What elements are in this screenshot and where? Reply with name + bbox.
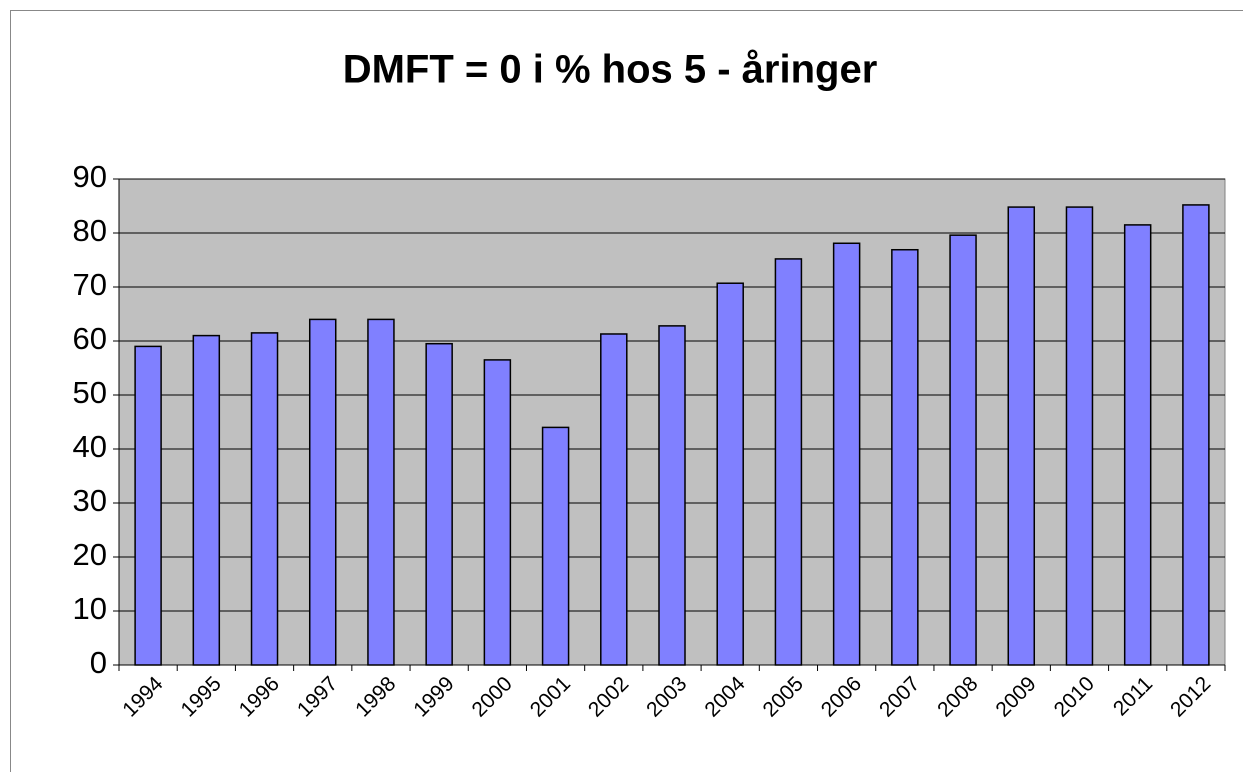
bar: [1007, 206, 1036, 666]
bar: [250, 332, 279, 666]
bar: [425, 342, 453, 666]
bar: [367, 318, 395, 666]
bar: [483, 359, 512, 666]
bar: [832, 242, 861, 666]
bar: [774, 258, 803, 666]
y-tick-label: 30: [73, 483, 107, 518]
bar: [1065, 206, 1094, 666]
bar: [716, 282, 744, 666]
bar: [134, 345, 162, 666]
y-tick-label: 50: [73, 375, 107, 410]
y-tick-label: 60: [73, 321, 107, 356]
y-tick-label: 20: [73, 537, 107, 572]
bar: [1182, 204, 1210, 666]
bar: [658, 325, 686, 666]
bar: [541, 426, 570, 666]
y-tick-label: 40: [73, 429, 107, 464]
chart-title: DMFT = 0 i % hos 5 - åringer: [343, 48, 878, 92]
bar: [308, 318, 337, 666]
bar: [949, 234, 977, 666]
y-tick-label: 0: [90, 645, 107, 680]
bar: [891, 248, 919, 666]
bar: [1123, 224, 1152, 666]
y-tick-label: 80: [73, 213, 107, 248]
bar: [600, 333, 628, 666]
y-tick-label: 90: [73, 159, 107, 194]
bar: [192, 334, 221, 666]
y-tick-label: 70: [73, 267, 107, 302]
y-tick-label: 10: [73, 591, 107, 626]
